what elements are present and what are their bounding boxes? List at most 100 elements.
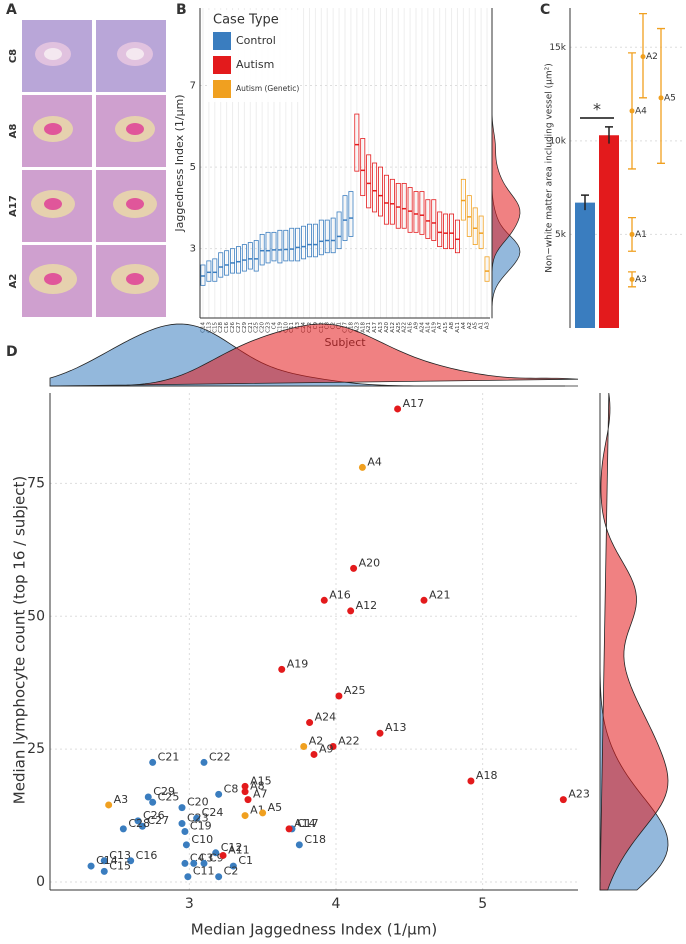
vessel-lumen (126, 198, 144, 210)
box (235, 246, 241, 274)
panel-label: A (6, 2, 17, 18)
point-label: A2 (646, 52, 658, 62)
y-tick-label: 5 (190, 162, 196, 173)
point (420, 596, 428, 604)
point (350, 564, 358, 572)
box (318, 219, 324, 256)
point-label: A3 (635, 275, 647, 285)
point-label: C21 (158, 750, 180, 763)
point-label: C19 (190, 820, 212, 833)
point-label: A3 (114, 793, 129, 806)
x-tick-label: C29 (242, 322, 248, 333)
point-label: A8 (250, 780, 265, 793)
box (218, 252, 224, 278)
point (105, 801, 113, 809)
x-tick-label: A24 (419, 322, 425, 333)
point-label: A16 (329, 588, 351, 601)
point (182, 841, 190, 849)
point (178, 820, 186, 828)
legend-label: Autism (236, 58, 274, 71)
point-label: A14 (294, 817, 316, 830)
box (354, 113, 360, 172)
x-tick-label: C21 (248, 322, 254, 333)
x-tick-label: A12 (390, 322, 396, 333)
x-tick-label: A7 (437, 322, 443, 330)
point (259, 809, 267, 817)
y-tick-label: 0 (36, 874, 45, 890)
point-label: A7 (253, 788, 268, 801)
x-tick-label: A18 (360, 322, 366, 333)
point-label: A22 (338, 734, 360, 747)
point (181, 828, 189, 836)
point (244, 796, 252, 804)
point (190, 859, 198, 867)
box (466, 195, 472, 237)
point-label: A2 (309, 734, 324, 747)
point (329, 742, 337, 750)
box (283, 229, 289, 262)
x-tick-label: C13 (206, 322, 212, 333)
box (206, 260, 212, 282)
bar (575, 202, 595, 328)
row-label: A2 (8, 274, 19, 289)
x-tick-label: 5 (478, 896, 487, 912)
point (559, 796, 567, 804)
point-label: C22 (209, 750, 231, 763)
y-tick-label: 7 (190, 81, 196, 92)
box (342, 195, 348, 241)
point-label: C23 (187, 812, 209, 825)
x-tick-label: A25 (396, 322, 402, 333)
point (138, 822, 146, 830)
box (413, 191, 419, 233)
point (629, 276, 635, 282)
point-label: C16 (136, 849, 158, 862)
box (265, 231, 271, 264)
point-label: C25 (158, 790, 180, 803)
point-label: C14 (96, 854, 118, 867)
y-tick-label: 15k (549, 43, 566, 53)
point-label: C26 (143, 809, 165, 822)
box (437, 211, 443, 248)
point (100, 867, 108, 875)
box (401, 182, 407, 229)
box (307, 223, 312, 258)
x-tick-label: C25 (254, 322, 260, 333)
x-tick-label: C3 (295, 322, 301, 330)
point (127, 857, 135, 865)
point (241, 788, 249, 796)
x-tick-label: A23 (354, 322, 360, 333)
y-axis-label: Non−white matter area including vessel (… (545, 63, 555, 272)
bar (599, 135, 619, 328)
point (193, 814, 201, 822)
point (149, 758, 157, 766)
box (259, 233, 265, 266)
box (419, 191, 425, 235)
x-tick-label: A8 (449, 322, 455, 330)
box (301, 225, 307, 260)
point (219, 851, 227, 859)
legend-key (213, 56, 231, 74)
point (467, 777, 475, 785)
vessel-lumen (44, 48, 62, 60)
point (629, 108, 635, 114)
point-label: C15 (109, 859, 131, 872)
error-bar (605, 126, 613, 144)
point (629, 231, 635, 237)
error-bar (581, 194, 589, 211)
point-label: C18 (304, 833, 326, 846)
density-top (49, 323, 579, 387)
box (241, 244, 247, 272)
point-label: A20 (359, 556, 381, 569)
panel-label: D (6, 344, 18, 360)
vessel-lumen (126, 48, 144, 60)
x-axis-label: Median Jaggedness Index (1/μm) (191, 921, 437, 939)
vessel-lumen (44, 273, 62, 285)
box (478, 215, 484, 250)
point-label: A15 (250, 774, 272, 787)
legend-label: Autism (Genetic) (236, 84, 299, 93)
point-label: C17 (297, 817, 319, 830)
point (178, 804, 186, 812)
point (181, 859, 189, 867)
point-label: C28 (128, 817, 150, 830)
